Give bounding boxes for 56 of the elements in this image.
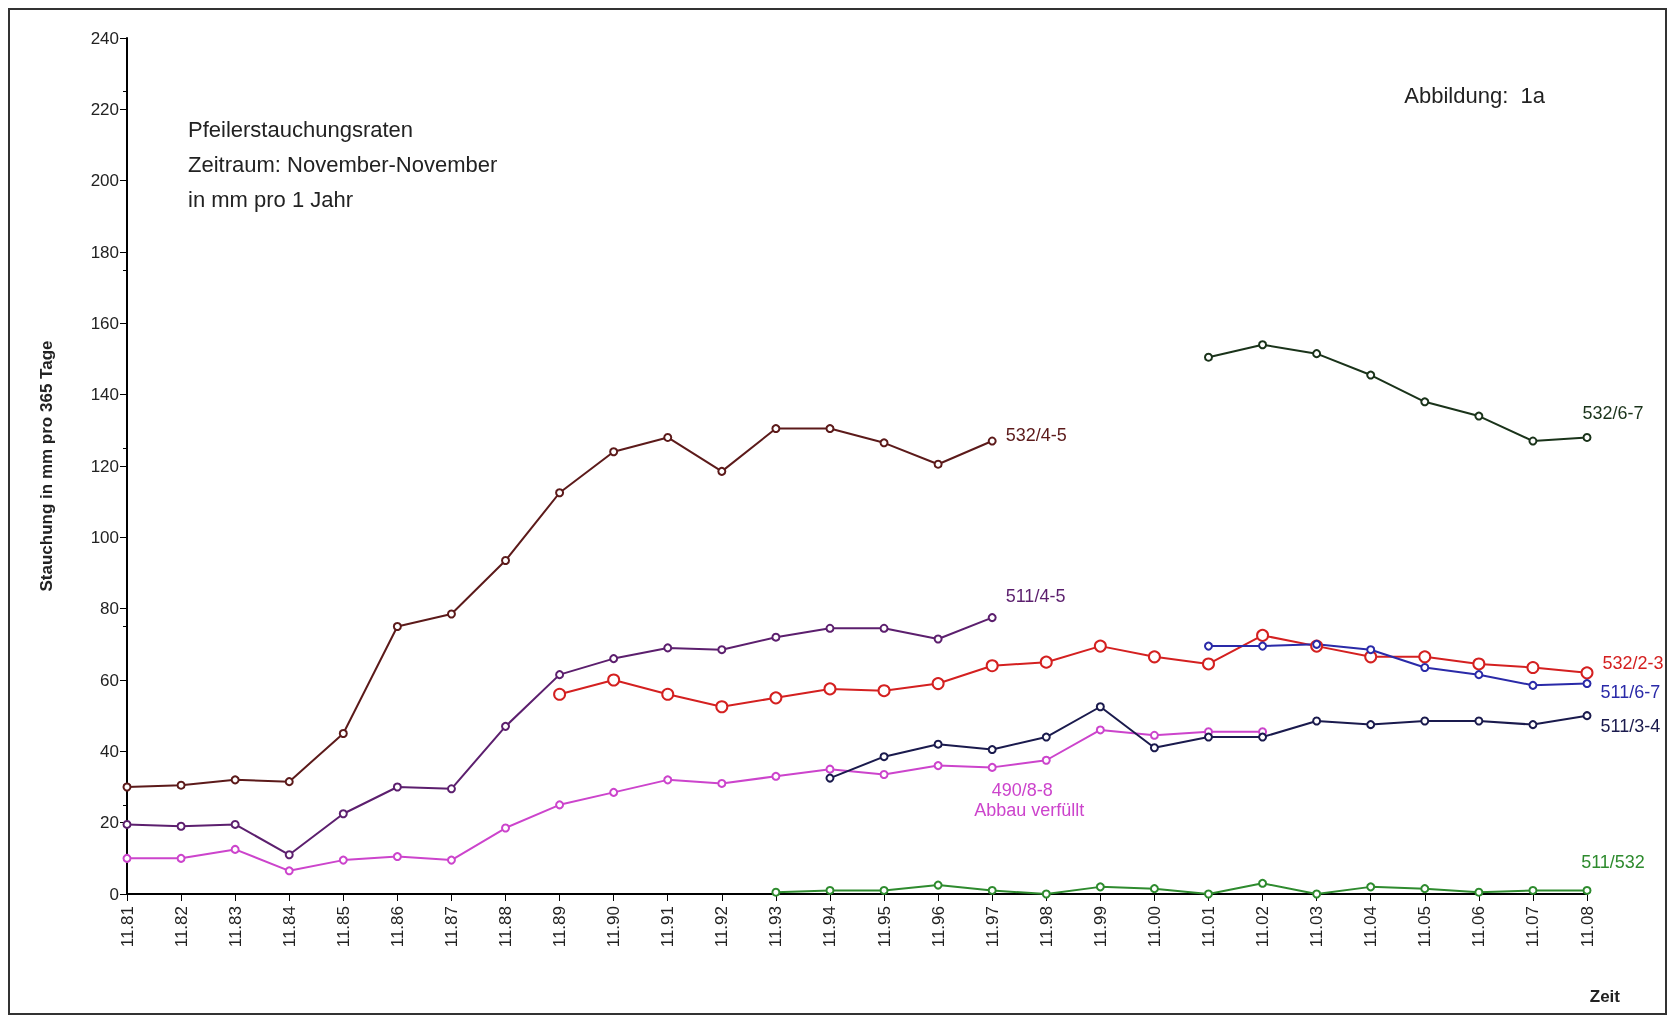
y-tick-label: 100 bbox=[90, 527, 119, 547]
text: Pfeilerstauchungsraten bbox=[188, 116, 414, 142]
x-tick-label: 11.85 bbox=[333, 906, 353, 948]
x-tick-label: 11.83 bbox=[225, 906, 245, 948]
series-label: 532/6-7 bbox=[1582, 402, 1644, 423]
x-tick-label: 11.97 bbox=[982, 906, 1002, 948]
y-axis-title: Stauchung in mm pro 365 Tage bbox=[37, 340, 56, 592]
x-tick-label: 11.98 bbox=[1036, 906, 1056, 948]
x-tick-label: 11.90 bbox=[604, 906, 624, 948]
series-label: 532/4-5 bbox=[1005, 425, 1067, 446]
series-label: 511/532 bbox=[1581, 851, 1645, 872]
y-tick-label: 240 bbox=[90, 28, 119, 48]
x-tick-label: 11.84 bbox=[279, 906, 299, 948]
annotation: in mm pro 1 Jahr bbox=[188, 186, 354, 212]
y-tick-label: 220 bbox=[90, 99, 119, 119]
y-tick-label: 40 bbox=[100, 741, 119, 761]
x-tick-label: 11.88 bbox=[496, 906, 516, 948]
x-tick-label: 11.93 bbox=[766, 906, 786, 948]
annotation: Abbildung: 1a bbox=[1404, 82, 1546, 108]
y-tick-label: 60 bbox=[100, 670, 119, 690]
x-tick-label: 11.99 bbox=[1090, 906, 1110, 948]
x-tick-label: 11.92 bbox=[712, 906, 732, 948]
annotation: Abbau verfüllt bbox=[974, 800, 1085, 821]
x-tick-label: 11.82 bbox=[171, 906, 191, 948]
x-tick-label: 11.89 bbox=[550, 906, 570, 948]
x-tick-label: 11.96 bbox=[928, 906, 948, 948]
y-tick-label: 0 bbox=[109, 884, 119, 904]
y-tick-label: 80 bbox=[100, 599, 119, 619]
series-label: 511/6-7 bbox=[1600, 681, 1661, 702]
x-tick-label: 11.05 bbox=[1415, 906, 1435, 948]
x-tick-label: 11.01 bbox=[1198, 906, 1218, 948]
series-label: 532/2-3 bbox=[1602, 652, 1664, 673]
x-axis-title: Zeit bbox=[1589, 987, 1621, 1006]
x-tick-label: 11.94 bbox=[820, 906, 840, 948]
x-tick-label: 11.07 bbox=[1523, 906, 1543, 948]
series-label: 511/3-4 bbox=[1600, 715, 1661, 736]
x-tick-label: 11.08 bbox=[1577, 906, 1597, 948]
y-tick-label: 20 bbox=[100, 813, 119, 833]
y-tick-label: 140 bbox=[90, 385, 119, 405]
y-tick-label: 200 bbox=[90, 171, 119, 191]
x-tick-label: 11.06 bbox=[1469, 906, 1489, 948]
x-tick-label: 11.87 bbox=[441, 906, 461, 948]
y-tick-label: 160 bbox=[90, 313, 119, 333]
text: Zeitraum: November-November bbox=[188, 151, 498, 177]
x-tick-label: 11.86 bbox=[387, 906, 407, 948]
x-tick-label: 11.03 bbox=[1307, 906, 1327, 948]
x-tick-label: 11.04 bbox=[1361, 906, 1381, 948]
series-label: 490/8-8 bbox=[991, 779, 1053, 800]
x-tick-label: 11.81 bbox=[117, 906, 137, 948]
x-tick-label: 11.02 bbox=[1253, 906, 1273, 948]
y-tick-label: 120 bbox=[90, 456, 119, 476]
y-tick-label: 180 bbox=[90, 242, 119, 262]
series-label: 511/4-5 bbox=[1005, 585, 1066, 606]
x-tick-label: 11.95 bbox=[874, 906, 894, 948]
x-tick-label: 11.91 bbox=[658, 906, 678, 948]
x-tick-label: 11.00 bbox=[1144, 906, 1164, 948]
